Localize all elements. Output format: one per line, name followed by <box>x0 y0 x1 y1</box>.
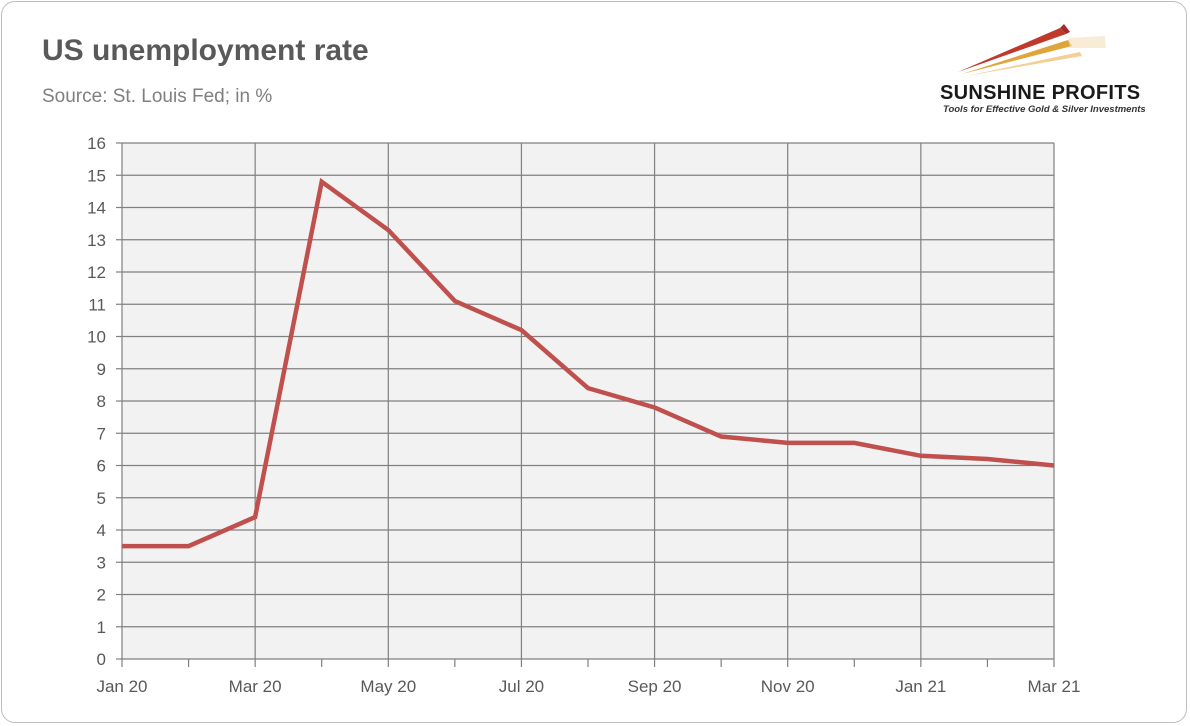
logo-name: SUNSHINE PROFITS <box>940 82 1141 104</box>
x-tick-label: Jul 20 <box>499 677 544 696</box>
horizontal-gridlines <box>116 142 1054 660</box>
y-tick-label: 9 <box>97 360 106 379</box>
logo-swoosh-icon <box>958 24 1106 76</box>
y-tick-label: 1 <box>97 618 106 637</box>
x-tick-label: May 20 <box>360 677 416 696</box>
y-tick-label: 4 <box>97 521 106 540</box>
y-tick-label: 13 <box>87 231 106 250</box>
chart-title: US unemployment rate <box>42 34 369 67</box>
y-tick-label: 14 <box>87 199 106 218</box>
axes <box>121 143 1054 660</box>
chart-subtitle: Source: St. Louis Fed; in % <box>42 86 273 107</box>
y-tick-label: 7 <box>97 424 106 443</box>
sunshine-profits-logo: SUNSHINE PROFITS Tools for Effective Gol… <box>930 18 1175 118</box>
y-tick-label: 5 <box>97 489 106 508</box>
x-tick-label: Sep 20 <box>628 677 682 696</box>
series-layer <box>121 177 1055 549</box>
y-tick-label: 16 <box>87 134 106 153</box>
y-tick-label: 12 <box>87 263 106 282</box>
x-tick-label: Jan 20 <box>96 677 147 696</box>
y-tick-label: 8 <box>97 392 106 411</box>
x-tick-labels: Jan 20 Mar 20 May 20 Jul 20 Sep 20 Nov 20 Jan … <box>96 677 1080 696</box>
y-tick-label: 10 <box>87 328 106 347</box>
y-tick-label: 6 <box>97 457 106 476</box>
y-tick-label: 2 <box>97 586 106 605</box>
y-tick-label: 15 <box>87 166 106 185</box>
y-tick-label: 3 <box>97 553 106 572</box>
y-tick-label: 11 <box>88 295 106 314</box>
logo-tagline: Tools for Effective Gold & Silver Invest… <box>943 104 1146 115</box>
y-tick-label: 0 <box>97 650 106 669</box>
x-tick-label: Mar 21 <box>1028 677 1081 696</box>
x-tick-label: Mar 20 <box>229 677 282 696</box>
x-tick-label: Jan 21 <box>895 677 946 696</box>
x-tick-label: Nov 20 <box>761 677 815 696</box>
